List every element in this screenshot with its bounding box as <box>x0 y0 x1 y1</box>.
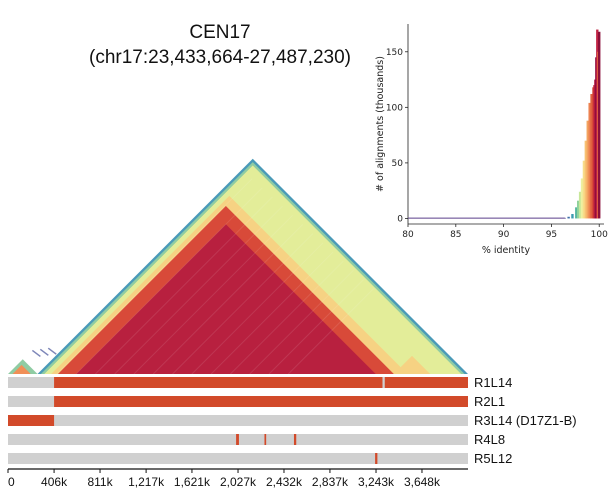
x-axis-label: % identity <box>482 245 531 256</box>
x-tick-label: 0 <box>8 475 15 489</box>
x-tick-label: 2,432k <box>266 475 303 489</box>
track-segment <box>264 434 267 445</box>
x-tick-label: 90 <box>498 230 510 240</box>
identity-histogram: 0 50 100 150 80 85 90 95 100 % identity # of align… <box>375 18 610 256</box>
heatmap-texture <box>210 251 334 375</box>
track-segment <box>54 396 469 407</box>
histogram-bar <box>578 191 582 219</box>
x-tick-label: 95 <box>546 230 557 240</box>
track-segment <box>384 377 468 388</box>
x-tick-label: 100 <box>591 230 608 240</box>
x-tick-label: 85 <box>450 230 461 240</box>
track-segment <box>54 377 383 388</box>
heatmap-texture <box>172 233 314 375</box>
heatmap-texture <box>152 224 304 375</box>
x-tick-label: 3,648k <box>404 475 441 489</box>
track-segment <box>375 453 378 464</box>
track-background <box>8 453 468 464</box>
histogram-bar <box>580 178 584 219</box>
histogram-bar <box>567 216 570 219</box>
heatmap-right-block <box>393 355 431 374</box>
x-tick-label: 3,243k <box>358 475 395 489</box>
track-label: R4L8 <box>474 432 505 447</box>
histogram-bar <box>590 94 593 219</box>
y-tick-label: 100 <box>386 103 403 113</box>
heatmap-texture <box>56 178 253 375</box>
histogram-bar <box>584 140 588 219</box>
y-tick-label: 0 <box>397 214 403 224</box>
histogram-bar <box>586 120 589 219</box>
track-label: R2L1 <box>474 394 505 409</box>
histogram-bar <box>576 200 580 219</box>
chart-title: CEN17 <box>189 22 251 43</box>
track-label: R3L14 (D17Z1-B) <box>474 413 577 428</box>
heatmap-stripe <box>47 347 57 355</box>
histogram-bar <box>598 31 601 219</box>
heatmap-texture <box>230 260 344 375</box>
histogram-bar <box>571 214 574 219</box>
x-tick-label: 811k <box>87 475 113 489</box>
chart-subtitle: (chr17:23,433,664-27,487,230) <box>89 47 351 68</box>
x-tick-label: 1,217k <box>128 475 165 489</box>
x-tick-label: 2,837k <box>312 475 349 489</box>
heatmap-texture <box>133 214 293 375</box>
heatmap-stripe <box>39 348 49 356</box>
histogram-bar <box>563 217 566 219</box>
track-segment <box>236 434 239 445</box>
heatmap-texture <box>287 288 375 375</box>
y-axis-label: # of alignments (thousands) <box>375 56 386 192</box>
heatmap-texture <box>268 279 364 375</box>
identity-heatmap <box>8 158 469 375</box>
track-segment <box>8 415 55 426</box>
heatmap-stripe <box>31 349 41 358</box>
repeat-annotation-tracks: R1L14 R2L1 R3L14 (D17Z1-B) R4L8 R5L12 <box>8 375 577 466</box>
heatmap-left-block <box>12 364 31 374</box>
x-tick-label: 1,621k <box>174 475 211 489</box>
heatmap-texture <box>249 269 354 375</box>
heatmap-texture <box>191 242 324 375</box>
genomic-axis: 0 406k 811k 1,217k 1,621k 2,027k 2,432k 2,837k 3… <box>7 468 468 489</box>
heatmap-texture <box>114 205 283 375</box>
y-tick-label: 150 <box>386 48 403 58</box>
histogram-bar <box>575 207 578 219</box>
track-label: R1L14 <box>474 375 512 390</box>
histogram-bar <box>582 160 586 219</box>
track-label: R5L12 <box>474 451 512 466</box>
x-tick-label: 80 <box>402 230 414 240</box>
heatmap-core-block <box>76 224 376 374</box>
track-background <box>8 415 468 426</box>
x-tick-label: 406k <box>41 475 68 489</box>
x-tick-label: 2,027k <box>220 475 257 489</box>
heatmap-texture <box>95 196 273 375</box>
track-segment <box>293 434 297 445</box>
y-tick-label: 50 <box>392 159 404 169</box>
histogram-bar <box>588 102 591 219</box>
histogram-panel <box>398 18 610 256</box>
heatmap-texture <box>75 187 263 375</box>
